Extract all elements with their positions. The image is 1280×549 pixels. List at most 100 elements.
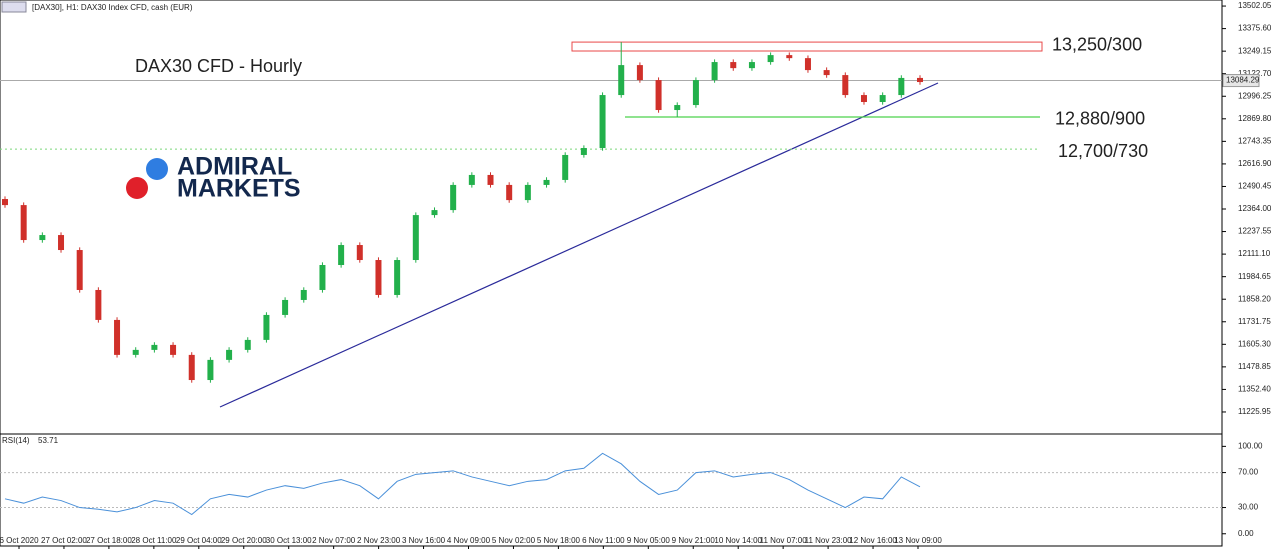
x-tick-label: 27 Oct 18:00 (86, 536, 132, 545)
candle-body (114, 319, 121, 355)
x-tick-label: 11 Nov 07:00 (760, 536, 808, 545)
candle-body (804, 58, 811, 71)
candle-body (170, 344, 177, 355)
x-tick-label: 5 Nov 02:00 (492, 536, 536, 545)
x-tick-label: 10 Nov 14:00 (714, 536, 762, 545)
y-tick-label: 12490.45 (1238, 182, 1272, 191)
candle-body (599, 95, 606, 149)
candle-body (39, 235, 46, 241)
x-tick-label: 27 Oct 02:00 (41, 536, 87, 545)
candle-body (338, 245, 345, 266)
candle-body (263, 314, 270, 340)
candle-body (319, 265, 326, 290)
candle-body (842, 75, 849, 96)
x-tick-label: 9 Nov 05:00 (627, 536, 671, 545)
y-tick-label: 11858.20 (1238, 294, 1271, 303)
plot-frame (0, 0, 1223, 547)
candle-body (431, 210, 438, 216)
candle-body (207, 359, 214, 381)
level-label: 12,880/900 (1055, 109, 1145, 129)
candle-body (394, 260, 401, 295)
candle-body (580, 148, 587, 155)
y-tick-label: 100.00 (1238, 441, 1263, 450)
y-tick-label: 12364.00 (1238, 204, 1272, 213)
rsi-value: 53.71 (38, 436, 59, 445)
candle-body (151, 344, 158, 350)
candle-body (132, 349, 139, 355)
y-tick-label: 12237.55 (1238, 227, 1272, 236)
rsi-line (4, 452, 921, 516)
y-tick-label: 13122.70 (1238, 69, 1272, 78)
x-tick-label: 30 Oct 13:00 (266, 536, 312, 545)
y-tick-label: 11731.75 (1238, 317, 1271, 326)
resistance-zone (571, 41, 1043, 52)
candle-body (823, 70, 830, 76)
candle-body (2, 199, 8, 206)
candle-body (188, 354, 195, 381)
x-tick-label: 6 Nov 11:00 (582, 536, 625, 545)
y-tick-label: 11352.40 (1238, 385, 1271, 394)
candle-body (860, 95, 867, 103)
candle-body (20, 205, 27, 241)
x-tick-label: 9 Nov 21:00 (672, 536, 716, 545)
candle-body (674, 105, 681, 111)
y-tick-label: 11984.65 (1238, 272, 1271, 281)
toolbar-icons[interactable] (1, 1, 27, 13)
current-price-label: 13084.29 (1226, 76, 1260, 85)
candle-body (748, 62, 755, 69)
x-tick-label: 3 Nov 16:00 (402, 536, 446, 545)
candle-body (618, 65, 625, 96)
y-tick-label: 11605.30 (1238, 339, 1271, 348)
candle-body (76, 250, 83, 290)
y-tick-label: 0.00 (1238, 529, 1254, 538)
x-tick-label: 5 Nov 18:00 (537, 536, 581, 545)
x-tick-label: 13 Nov 09:00 (894, 536, 942, 545)
candle-body (655, 80, 662, 111)
candle-body (95, 289, 102, 320)
y-tick-label: 12743.35 (1238, 136, 1272, 145)
x-tick-label: 28 Oct 11:00 (131, 536, 177, 545)
logo-dot-blue (146, 158, 168, 180)
chart-title: DAX30 CFD - Hourly (135, 56, 302, 76)
y-tick-label: 70.00 (1238, 468, 1259, 477)
level-label: 13,250/300 (1052, 34, 1142, 54)
chart-header: [DAX30], H1: DAX30 Index CFD, cash (EUR) (32, 3, 193, 12)
rsi-name: RSI(14) (2, 436, 30, 445)
candle-body (412, 215, 419, 261)
x-tick-label: 2 Nov 23:00 (357, 536, 401, 545)
y-tick-label: 11225.95 (1238, 407, 1271, 416)
candle-body (487, 174, 494, 185)
candle-body (356, 245, 363, 261)
x-tick-label: 12 Nov 16:00 (849, 536, 897, 545)
candle-body (898, 77, 905, 96)
level-label: 12,700/730 (1058, 141, 1148, 161)
candle-body (917, 77, 923, 83)
y-tick-label: 11478.85 (1238, 362, 1271, 371)
y-tick-label: 12616.90 (1238, 159, 1272, 168)
candle-body (244, 339, 251, 350)
x-tick-label: 6 Oct 2020 (0, 536, 39, 545)
y-tick-label: 12111.10 (1238, 249, 1271, 258)
y-tick-label: 13249.15 (1238, 46, 1272, 55)
logo-text: ADMIRAL (177, 153, 292, 181)
candle-body (226, 349, 233, 360)
candle-body (879, 95, 886, 103)
candle-body (711, 62, 718, 81)
x-tick-label: 29 Oct 20:00 (221, 536, 267, 545)
y-tick-label: 12869.80 (1238, 114, 1272, 123)
trend-line (219, 82, 939, 408)
y-tick-label: 13502.05 (1238, 1, 1272, 10)
logo-text: MARKETS (177, 175, 301, 203)
candle-body (450, 184, 457, 211)
candle-body (543, 179, 550, 185)
candle-body (375, 260, 382, 295)
x-tick-label: 29 Oct 04:00 (176, 536, 222, 545)
x-tick-label: 4 Nov 09:00 (447, 536, 491, 545)
candle-body (562, 154, 569, 180)
candle-body (767, 55, 774, 63)
candle-body (58, 235, 65, 251)
candle-body (300, 289, 307, 300)
y-tick-label: 13375.60 (1238, 24, 1272, 33)
candle-body (636, 65, 643, 81)
